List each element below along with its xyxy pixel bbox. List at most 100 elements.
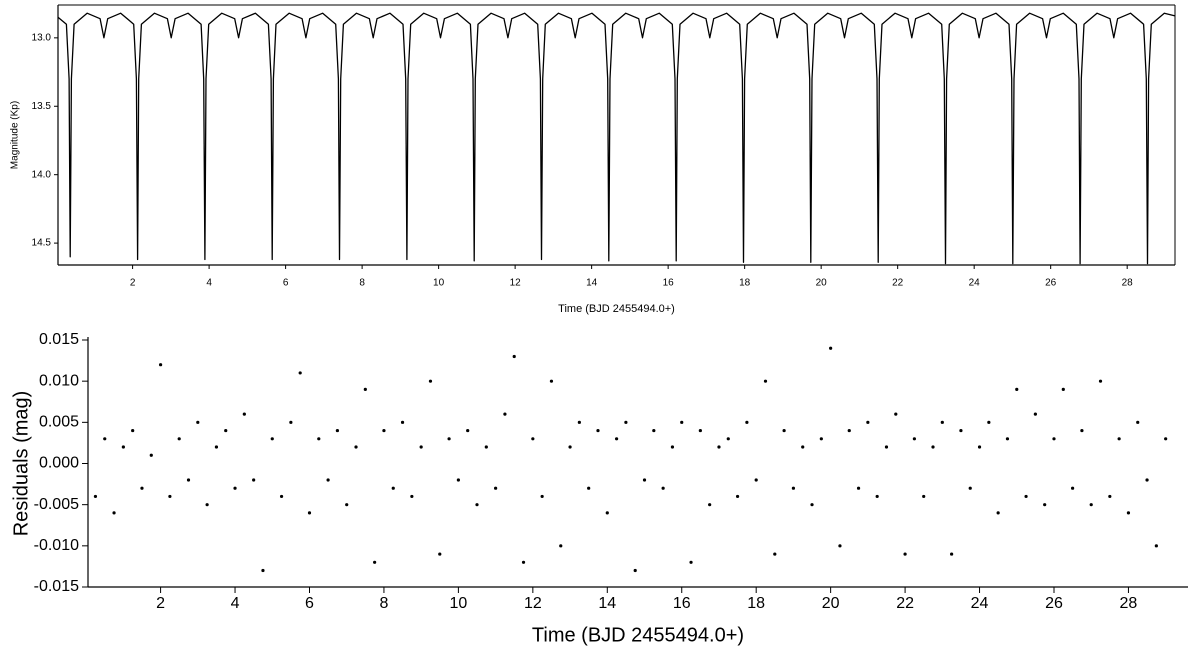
chart-panel: 2 4 6 8 10 12 14 16 18 20 22 24 26 28-0.015-0.010-0.0… — [10, 331, 1188, 646]
x-tick-label: 10 — [449, 595, 467, 612]
residual-point — [940, 420, 944, 424]
residual-point — [624, 420, 628, 424]
residual-point — [345, 503, 349, 507]
x-tick-label: 12 — [510, 278, 522, 289]
x-tick-label: 8 — [379, 595, 388, 612]
residual-point — [410, 494, 414, 499]
residual-point — [773, 552, 777, 556]
residual-point — [605, 511, 609, 515]
residual-point — [521, 560, 526, 564]
y-tick-label: 0.000 — [39, 455, 79, 472]
residual-point — [1005, 437, 1010, 441]
residual-point — [335, 428, 340, 433]
x-tick-label: 26 — [1045, 278, 1057, 289]
residual-point — [959, 428, 963, 433]
y-tick-label: -0.010 — [34, 537, 79, 554]
residual-point — [438, 552, 442, 556]
y-axis-label: Residuals (mag) — [10, 391, 32, 537]
residual-point — [726, 437, 730, 441]
residual-point — [1164, 437, 1168, 441]
residual-point — [708, 503, 712, 507]
residual-point — [484, 445, 488, 449]
residual-point — [661, 486, 665, 490]
residual-point — [670, 445, 675, 449]
residual-point — [428, 379, 433, 383]
x-tick-label: 20 — [816, 278, 828, 289]
x-tick-label: 28 — [1120, 595, 1138, 612]
residual-point — [447, 437, 451, 441]
x-tick-label: 18 — [739, 278, 751, 289]
x-tick-label: 16 — [673, 595, 691, 612]
residual-point — [168, 494, 172, 499]
residual-point — [894, 412, 898, 416]
x-tick-label: 8 — [359, 278, 365, 289]
residual-point — [261, 568, 265, 573]
residual-point — [1061, 387, 1065, 391]
y-tick-label: -0.015 — [34, 578, 79, 595]
residual-point — [987, 420, 991, 424]
x-tick-label: 22 — [896, 595, 914, 612]
residual-point — [131, 428, 135, 433]
residual-point — [1108, 494, 1112, 499]
residual-point — [763, 379, 768, 383]
residual-point — [149, 453, 153, 457]
residual-point — [233, 486, 237, 490]
residual-point — [158, 363, 163, 367]
x-tick-label: 14 — [586, 278, 598, 289]
residual-point — [642, 478, 647, 482]
residual-point — [596, 428, 600, 433]
residual-point — [1098, 379, 1103, 383]
residual-point — [1043, 503, 1047, 507]
y-tick-label: 14.0 — [32, 169, 52, 180]
residual-point — [735, 494, 740, 499]
residual-point — [252, 478, 256, 482]
x-tick-label: 12 — [524, 595, 542, 612]
residual-point — [801, 445, 805, 449]
residual-point — [866, 420, 870, 424]
residual-point — [270, 437, 274, 441]
residual-point — [363, 387, 367, 391]
residual-point — [652, 428, 656, 433]
residual-point — [112, 511, 116, 515]
residual-point — [1080, 428, 1084, 433]
residual-point — [754, 478, 758, 482]
residual-point — [1117, 437, 1121, 441]
residual-point — [242, 412, 246, 416]
residual-point — [196, 420, 200, 424]
x-axis-label: Time (BJD 2455494.0+) — [558, 303, 675, 315]
residual-point — [93, 494, 98, 499]
residual-point — [950, 552, 954, 556]
residual-point — [1033, 412, 1037, 416]
x-tick-label: 6 — [305, 595, 314, 612]
residual-point — [103, 437, 107, 441]
residual-point — [996, 511, 1000, 515]
residual-point — [400, 420, 405, 424]
x-tick-label: 16 — [663, 278, 675, 289]
x-tick-label: 18 — [747, 595, 765, 612]
chart-panel: 2 4 6 8 10 12 14 16 18 20 22 24 26 2813.013.514.014.5… — [10, 4, 1176, 315]
residual-point — [875, 494, 879, 499]
residual-point — [466, 428, 470, 433]
y-tick-label: 0.005 — [39, 414, 79, 431]
residual-point — [633, 568, 637, 573]
residual-point — [494, 486, 498, 490]
x-tick-label: 6 — [283, 278, 289, 289]
residual-point — [977, 445, 982, 449]
x-tick-label: 24 — [971, 595, 989, 612]
residual-point — [224, 428, 228, 433]
residual-point — [354, 445, 358, 449]
residual-point — [922, 494, 926, 499]
residual-point — [847, 428, 851, 433]
residual-point — [307, 511, 312, 515]
residual-point — [549, 379, 554, 383]
residual-point — [782, 428, 786, 433]
residual-point — [810, 503, 814, 507]
residual-point — [456, 478, 460, 482]
residual-point — [317, 437, 321, 441]
residual-point — [1145, 478, 1149, 482]
light-curve — [57, 12, 1176, 265]
residual-point — [531, 437, 535, 441]
residual-point — [903, 552, 907, 556]
residual-point — [931, 445, 935, 449]
residual-point — [205, 503, 209, 507]
